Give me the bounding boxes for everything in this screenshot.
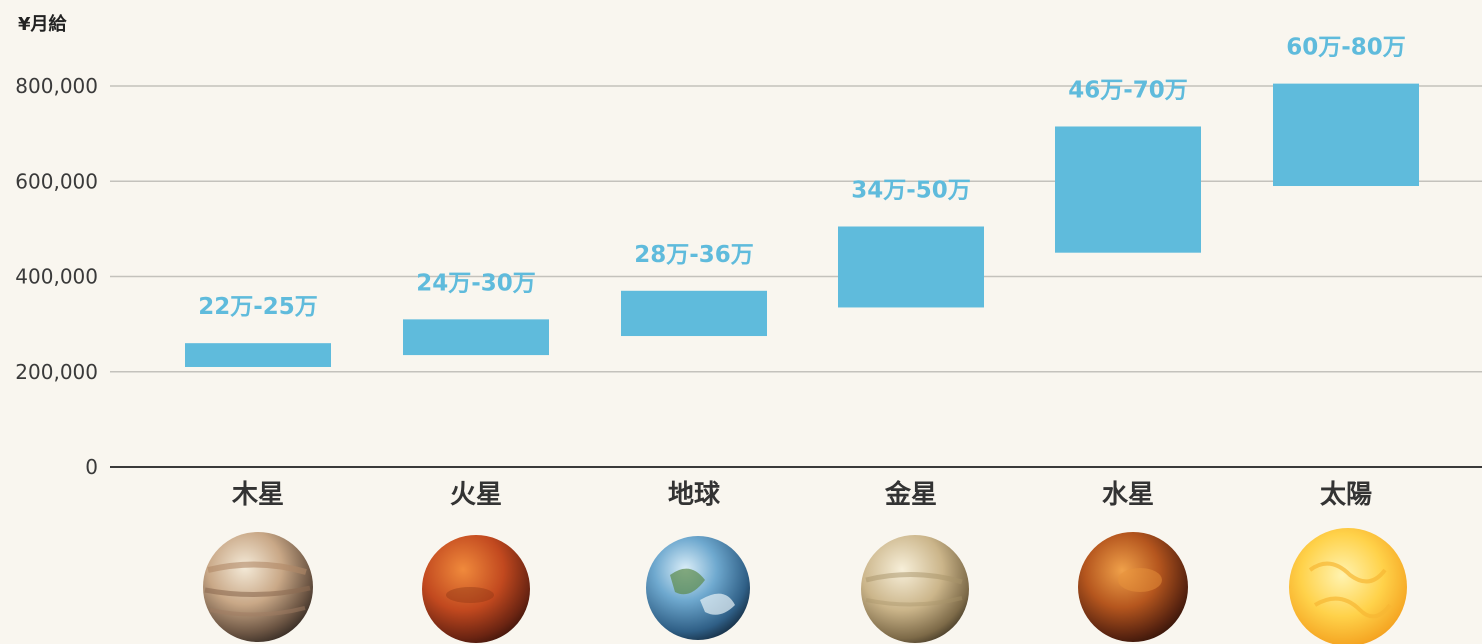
- range-data-label: 34万-50万: [851, 177, 971, 203]
- range-data-label: 22万-25万: [198, 294, 318, 320]
- venus-icon: [861, 535, 969, 643]
- y-tick-label: 800,000: [15, 74, 98, 98]
- range-bar: [838, 226, 984, 308]
- y-tick-label: 0: [85, 455, 98, 479]
- category-labels: 木星 火星 地球 金星 水星 太陽: [231, 479, 1372, 510]
- category-label: 水星: [1102, 480, 1154, 510]
- range-data-label: 24万-30万: [416, 270, 536, 296]
- range-data-label: 60万-80万: [1286, 35, 1406, 61]
- range-bar: [621, 290, 767, 337]
- category-label: 金星: [884, 479, 937, 510]
- y-tick-label: 200,000: [15, 360, 98, 384]
- grid-lines: [110, 85, 1482, 373]
- range-bar: [403, 319, 549, 356]
- y-tick-label: 400,000: [15, 265, 98, 289]
- sun-icon: [1289, 528, 1407, 644]
- mercury-icon: [1078, 532, 1188, 642]
- category-label: 地球: [668, 480, 721, 510]
- range-data-label: 46万-70万: [1068, 77, 1188, 103]
- mars-icon: [422, 535, 530, 643]
- range-bar: [1055, 126, 1201, 253]
- jupiter-icon: [203, 532, 313, 642]
- y-axis-ticks: 0 200,000 400,000 600,000 800,000: [15, 74, 98, 479]
- y-tick-label: 600,000: [15, 169, 98, 193]
- earth-icon: [646, 536, 750, 640]
- range-bar: [1273, 83, 1419, 187]
- range-bars: [185, 83, 1419, 367]
- category-label: 太陽: [1320, 480, 1372, 510]
- range-data-label: 28万-36万: [634, 242, 754, 268]
- range-labels: 22万-25万 24万-30万 28万-36万 34万-50万 46万-70万 60万-8…: [198, 35, 1406, 321]
- range-bar: [185, 343, 331, 367]
- planet-icons: [203, 528, 1407, 644]
- category-label: 火星: [450, 480, 502, 510]
- category-label: 木星: [231, 480, 284, 510]
- y-axis-unit-label: ¥月給: [18, 13, 68, 35]
